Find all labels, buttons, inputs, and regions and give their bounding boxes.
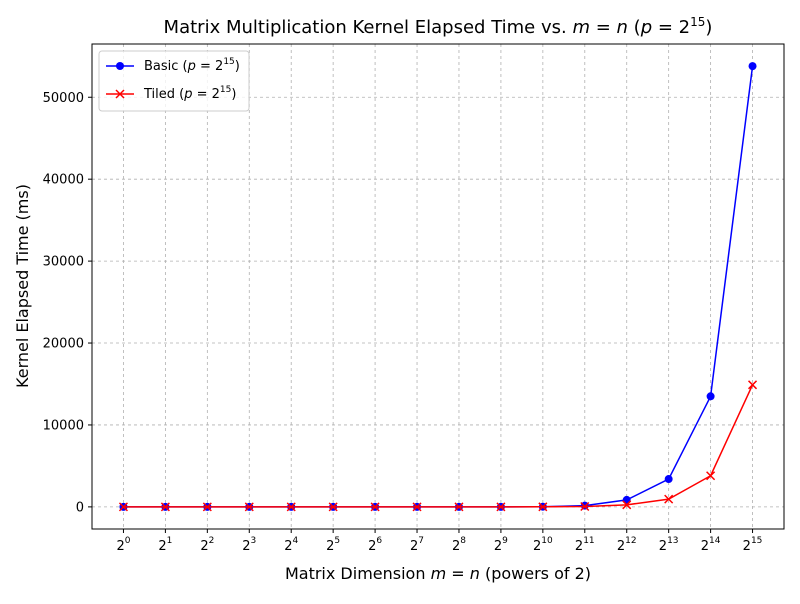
y-axis-label: Kernel Elapsed Time (ms): [13, 184, 32, 388]
data-point-tiled: [622, 500, 632, 510]
data-point-tiled: [118, 502, 128, 512]
legend-label-tiled: Tiled (p = 215): [143, 85, 236, 102]
legend-marker-tiled: [115, 89, 125, 99]
x-tick-label: 20: [116, 536, 130, 554]
legend-box: [98, 50, 250, 112]
x-tick-label: 27: [410, 536, 424, 554]
legend-marker-basic: [116, 62, 124, 70]
chart-title: Matrix Multiplication Kernel Elapsed Tim…: [164, 15, 713, 38]
axis-ticks: 20 21 22 23 24 25 26 27 28 29 210 211 212 213 214 215 0 1…: [43, 91, 763, 554]
data-point-tiled: [244, 502, 254, 512]
data-point-tiled: [370, 502, 380, 512]
legend: Basic (p = 215) Tiled (p = 215): [98, 50, 250, 112]
plot-frame: [91, 43, 785, 530]
x-tick-label: 21: [158, 536, 172, 554]
data-point-tiled: [454, 502, 464, 512]
x-tick-label: 26: [368, 536, 382, 554]
x-tick-label: 215: [743, 536, 763, 554]
data-point-basic: [664, 475, 673, 484]
y-tick-label: 30000: [43, 255, 84, 270]
data-point-tiled: [160, 502, 170, 512]
legend-label-basic: Basic (p = 215): [144, 57, 240, 74]
x-tick-label: 24: [284, 536, 298, 554]
x-tick-label: 210: [533, 536, 553, 554]
data-point-tiled: [202, 502, 212, 512]
series-layer: [118, 62, 758, 512]
data-point-tiled: [496, 502, 506, 512]
data-point-tiled: [328, 502, 338, 512]
data-point-tiled: [286, 502, 296, 512]
data-point-tiled: [706, 471, 716, 481]
grid-lines: [92, 44, 784, 529]
y-tick-label: 50000: [43, 91, 84, 106]
x-tick-label: 213: [659, 536, 679, 554]
series-line-tiled: [123, 384, 754, 508]
x-tick-label: 22: [200, 536, 214, 554]
x-tick-label: 23: [242, 536, 256, 554]
x-tick-label: 212: [617, 536, 637, 554]
data-point-basic: [748, 62, 757, 71]
x-tick-label: 28: [452, 536, 466, 554]
series-line-basic: [123, 66, 754, 508]
data-point-basic: [706, 392, 715, 401]
data-point-tiled: [664, 494, 674, 504]
x-tick-label: 25: [326, 536, 340, 554]
y-tick-label: 10000: [43, 418, 84, 433]
data-point-tiled: [580, 501, 590, 512]
data-point-tiled: [538, 502, 548, 512]
data-point-tiled: [412, 502, 422, 512]
x-tick-label: 214: [701, 536, 721, 554]
x-tick-label: 29: [494, 536, 508, 554]
data-point-tiled: [748, 380, 758, 390]
y-tick-label: 40000: [43, 173, 84, 188]
y-tick-label: 0: [76, 500, 84, 515]
x-tick-label: 211: [575, 536, 595, 554]
x-axis-label: Matrix Dimension m = n (powers of 2): [285, 564, 591, 583]
y-tick-label: 20000: [43, 337, 84, 352]
